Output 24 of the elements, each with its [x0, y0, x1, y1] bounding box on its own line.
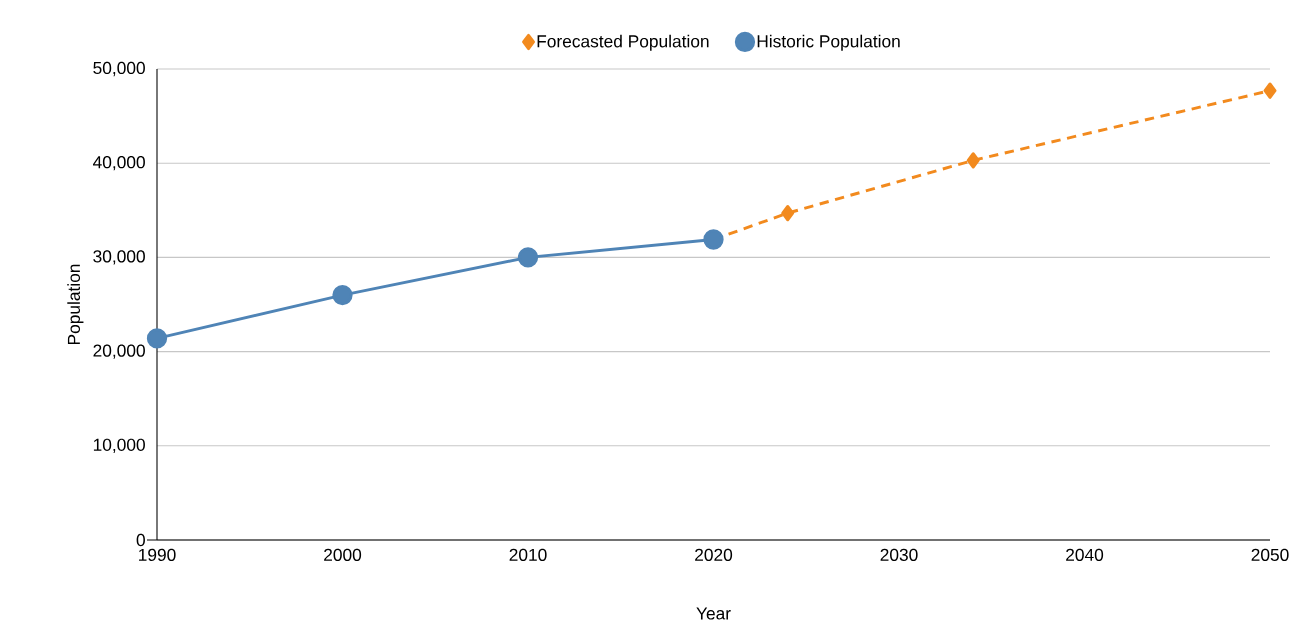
y-tick-label: 20,000 [93, 344, 145, 359]
point [332, 284, 353, 306]
x-tick-label: 2050 [1251, 548, 1289, 561]
x-axis-title: Year [696, 607, 731, 620]
x-tick-label: 2000 [324, 548, 362, 561]
x-tick-label: 2040 [1066, 548, 1104, 561]
y-axis-title: Population [67, 264, 84, 345]
legend-label: Historic Population [757, 34, 900, 51]
x-tick-label: 2010 [509, 548, 547, 561]
y-tick-label: 30,000 [93, 250, 145, 265]
point [517, 247, 539, 268]
x-tick-label: 2030 [880, 548, 918, 561]
y-tick-label: 50,000 [93, 61, 145, 77]
y-tick-label: 10,000 [93, 438, 145, 453]
point [703, 229, 724, 250]
legend-label: Forecasted Population [537, 34, 709, 51]
point [781, 204, 795, 222]
point [1263, 82, 1277, 99]
x-tick-label: 2020 [695, 548, 733, 561]
y-tick-label: 0 [136, 533, 145, 547]
point [146, 328, 168, 349]
y-tick-label: 40,000 [93, 156, 145, 171]
point [966, 152, 980, 169]
x-tick-label: 1990 [139, 548, 176, 561]
